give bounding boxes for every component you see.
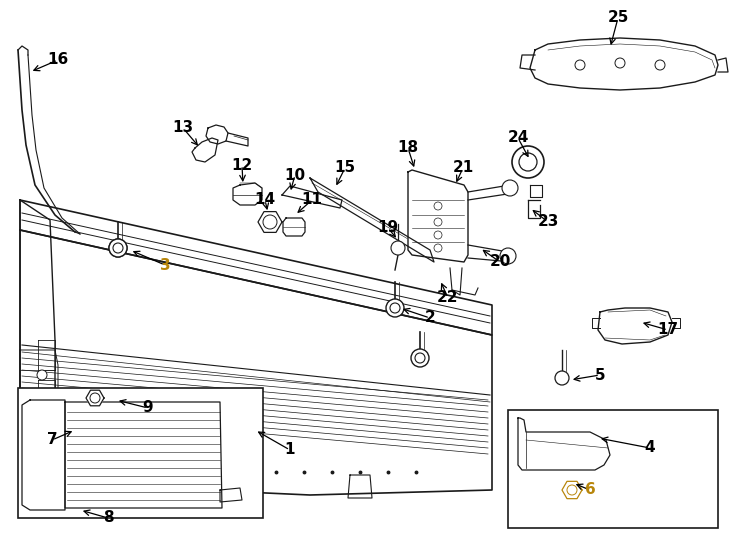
Circle shape	[519, 153, 537, 171]
Circle shape	[434, 218, 442, 226]
Circle shape	[502, 180, 518, 196]
Polygon shape	[20, 350, 58, 420]
Text: 5: 5	[595, 368, 606, 382]
Text: 25: 25	[607, 10, 629, 25]
Circle shape	[109, 239, 127, 257]
Polygon shape	[206, 125, 228, 144]
Text: 12: 12	[231, 158, 252, 172]
Polygon shape	[530, 38, 718, 90]
Text: 21: 21	[452, 160, 473, 176]
Polygon shape	[65, 402, 222, 508]
Text: 15: 15	[335, 160, 355, 176]
Text: 19: 19	[377, 220, 399, 235]
Polygon shape	[238, 470, 262, 495]
Polygon shape	[192, 138, 218, 162]
Polygon shape	[282, 186, 342, 208]
Circle shape	[615, 58, 625, 68]
Circle shape	[555, 371, 569, 385]
Polygon shape	[598, 308, 672, 344]
Text: 6: 6	[584, 483, 595, 497]
Circle shape	[90, 393, 100, 403]
Polygon shape	[20, 230, 492, 495]
Polygon shape	[310, 178, 434, 262]
Polygon shape	[233, 183, 262, 205]
Circle shape	[434, 202, 442, 210]
Circle shape	[263, 215, 277, 229]
Circle shape	[386, 299, 404, 317]
Circle shape	[512, 146, 544, 178]
Circle shape	[415, 353, 425, 363]
Polygon shape	[220, 488, 242, 502]
Polygon shape	[258, 212, 282, 232]
Text: 8: 8	[103, 510, 113, 525]
Polygon shape	[348, 475, 372, 498]
Polygon shape	[283, 218, 305, 236]
Circle shape	[109, 239, 127, 257]
Text: 7: 7	[47, 433, 57, 448]
Circle shape	[391, 241, 405, 255]
Circle shape	[575, 60, 585, 70]
Polygon shape	[408, 170, 468, 262]
Text: 13: 13	[172, 120, 194, 136]
Polygon shape	[22, 400, 65, 510]
FancyBboxPatch shape	[18, 388, 263, 518]
Text: 4: 4	[644, 441, 655, 456]
Circle shape	[113, 243, 123, 253]
Polygon shape	[20, 200, 492, 335]
Text: 23: 23	[537, 214, 559, 230]
Text: 2: 2	[425, 310, 435, 326]
Circle shape	[37, 390, 47, 400]
Text: 10: 10	[285, 167, 305, 183]
Circle shape	[390, 303, 400, 313]
Text: 14: 14	[255, 192, 275, 207]
Polygon shape	[86, 390, 104, 406]
Circle shape	[434, 244, 442, 252]
Circle shape	[113, 243, 123, 253]
Text: 1: 1	[285, 442, 295, 457]
Polygon shape	[20, 200, 55, 485]
Text: 11: 11	[302, 192, 322, 207]
Circle shape	[411, 349, 429, 367]
Circle shape	[37, 370, 47, 380]
Polygon shape	[518, 418, 610, 470]
Text: 18: 18	[397, 140, 418, 156]
Text: 24: 24	[507, 131, 528, 145]
Circle shape	[434, 231, 442, 239]
Circle shape	[655, 60, 665, 70]
Circle shape	[567, 485, 577, 495]
Text: 22: 22	[437, 291, 459, 306]
FancyBboxPatch shape	[508, 410, 718, 528]
Text: 20: 20	[490, 254, 511, 269]
Text: 17: 17	[658, 322, 678, 338]
Text: 16: 16	[48, 52, 68, 68]
Text: 3: 3	[160, 258, 170, 273]
Text: 9: 9	[142, 401, 153, 415]
Circle shape	[500, 248, 516, 264]
Polygon shape	[562, 481, 582, 498]
